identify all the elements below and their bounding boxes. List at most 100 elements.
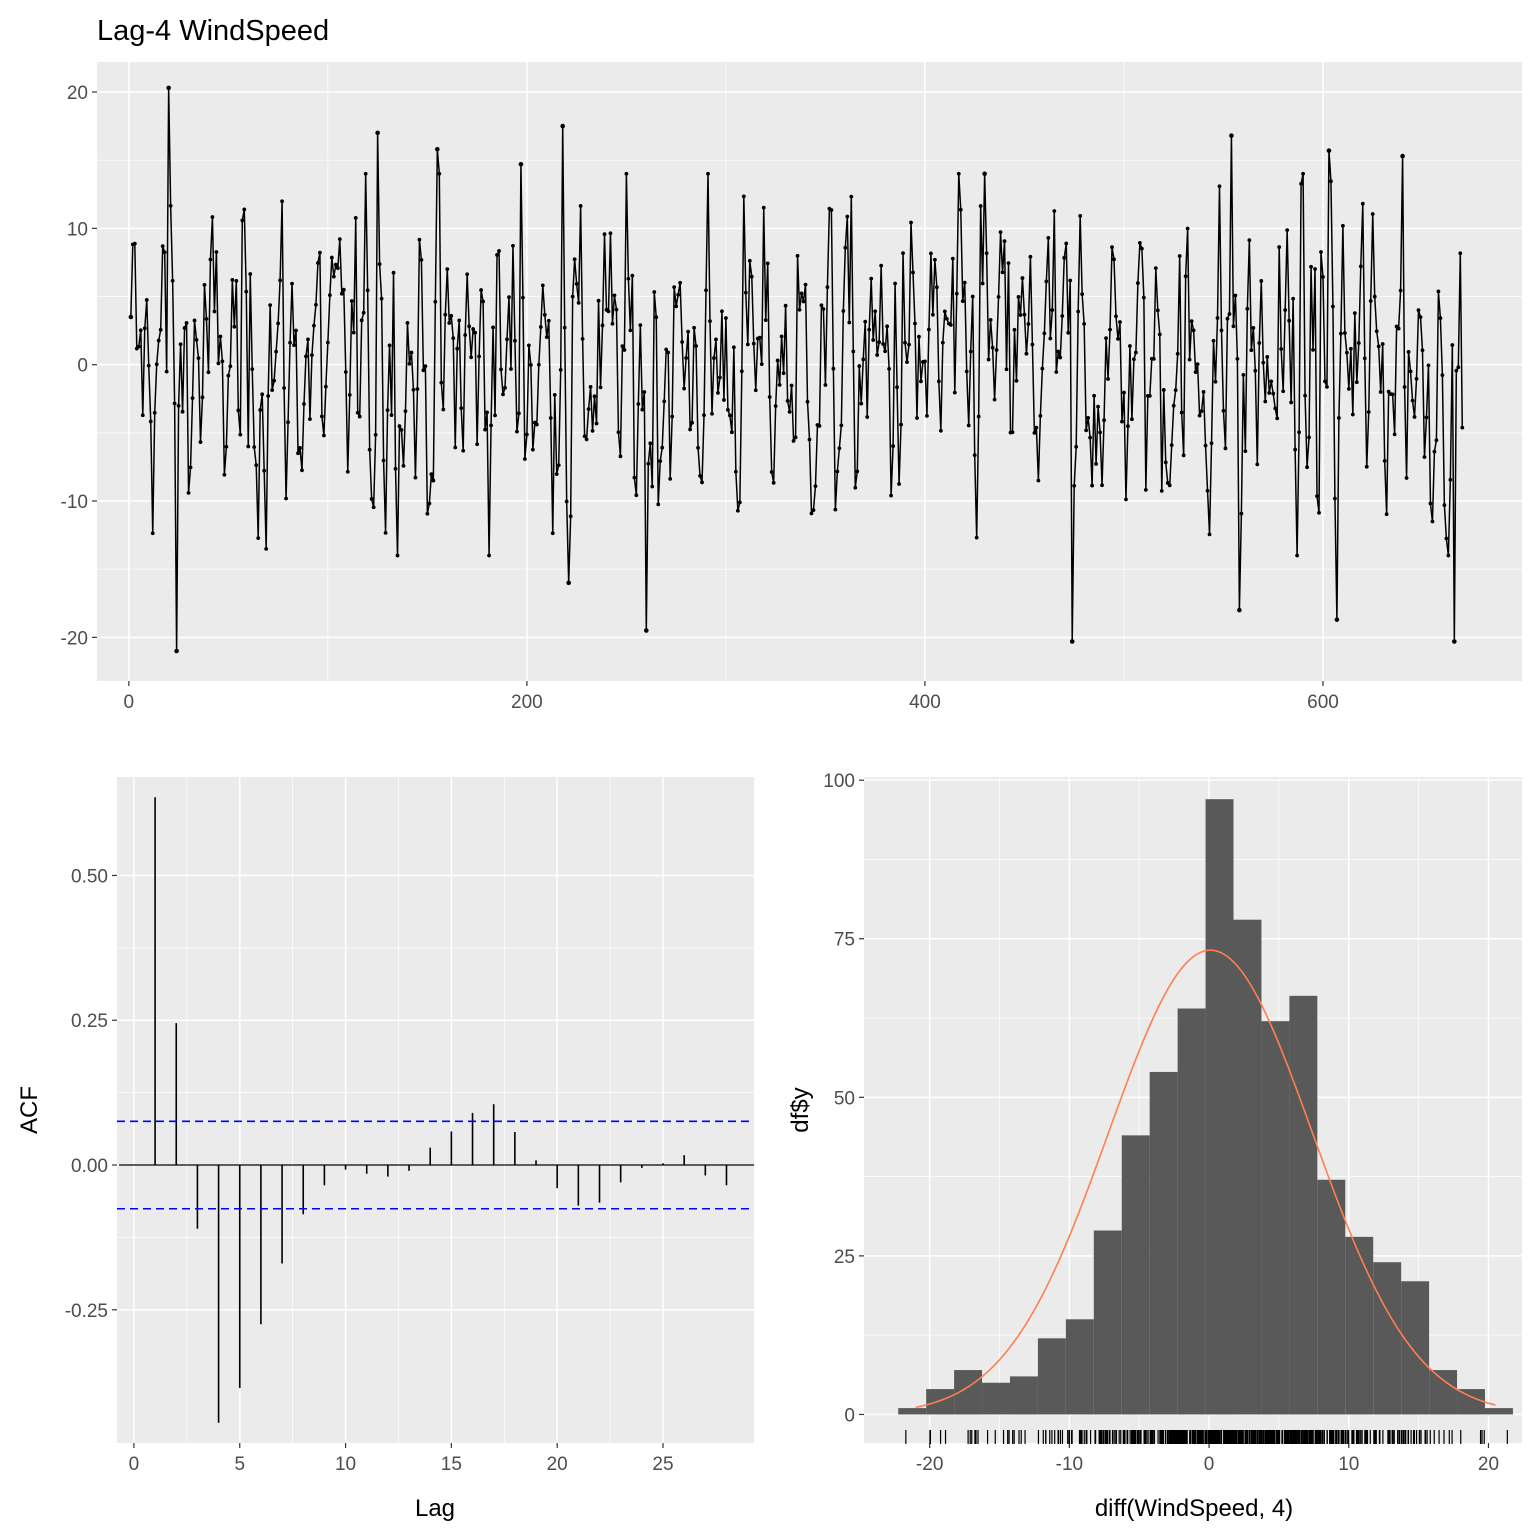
timeseries-point (841, 309, 846, 313)
timeseries-point (1181, 453, 1186, 458)
timeseries-point (1251, 325, 1256, 330)
timeseries-point (530, 447, 535, 452)
timeseries-point (419, 258, 424, 262)
timeseries-point (550, 531, 555, 536)
timeseries-point (1006, 261, 1011, 266)
timeseries-point (387, 343, 392, 348)
acf-chart: -0.25 0.00 0.25 0.50 0 5 10 15 20 25 Lag ACF (16, 777, 754, 1522)
timeseries-point (367, 447, 372, 452)
timeseries-point (1046, 235, 1051, 240)
timeseries-point (455, 346, 460, 351)
timeseries-point (879, 263, 884, 268)
histogram-bar (1149, 1071, 1178, 1415)
timeseries-point (505, 337, 509, 342)
timeseries-point (1068, 278, 1073, 283)
histogram-bar (982, 1382, 1010, 1415)
timeseries-point (1130, 417, 1134, 422)
timeseries-point (650, 484, 655, 489)
timeseries-point (1173, 388, 1178, 393)
histogram-bar (1289, 995, 1318, 1415)
acf-x-tick-label: 5 (234, 1454, 245, 1475)
timeseries-point (851, 349, 856, 354)
timeseries-point (992, 397, 997, 402)
timeseries-y-ticks: -20 -10 0 10 20 (61, 83, 97, 649)
timeseries-point (1358, 264, 1363, 269)
timeseries-point (624, 171, 629, 176)
timeseries-point (353, 215, 358, 220)
timeseries-point (248, 272, 253, 276)
timeseries-point (228, 364, 233, 369)
timeseries-point (871, 338, 876, 342)
timeseries-point (381, 458, 386, 463)
timeseries-point (162, 250, 167, 255)
timeseries-point (1348, 346, 1353, 351)
timeseries-point (556, 463, 561, 467)
timeseries-point (1040, 366, 1045, 371)
timeseries-point (1319, 250, 1323, 254)
timeseries-point (483, 427, 487, 432)
timeseries-point (1231, 324, 1236, 329)
timeseries-point (274, 349, 279, 354)
timeseries-point (813, 484, 818, 488)
timeseries-point (722, 398, 726, 402)
timeseries-point (1235, 356, 1240, 361)
timeseries-point (1245, 306, 1250, 311)
timeseries-point (688, 427, 692, 432)
timeseries-point (1056, 349, 1061, 354)
timeseries-point (743, 290, 748, 295)
timeseries-point (1432, 449, 1437, 454)
timeseries-y-tick-label: 0 (77, 356, 88, 377)
timeseries-point (582, 434, 587, 439)
timeseries-point (409, 350, 414, 355)
timeseries-point (491, 325, 495, 330)
timeseries-point (323, 384, 328, 389)
timeseries-point (1442, 503, 1447, 507)
timeseries-point (493, 413, 497, 418)
timeseries-point (592, 394, 597, 399)
timeseries-point (526, 343, 531, 348)
timeseries-point (304, 354, 308, 359)
timeseries-point (154, 362, 159, 367)
acf-y-tick-label: -0.25 (65, 1301, 108, 1322)
timeseries-anchor-point (1452, 639, 1457, 644)
timeseries-point (1167, 483, 1172, 488)
timeseries-point (1197, 413, 1202, 418)
timeseries-point (325, 340, 330, 345)
timeseries-point (783, 303, 788, 308)
timeseries-point (787, 409, 792, 414)
timeseries-point (1257, 341, 1262, 345)
timeseries-point (628, 328, 633, 333)
timeseries-point (1124, 497, 1128, 502)
histogram-bar (1345, 1236, 1374, 1415)
timeseries-point (1372, 294, 1377, 299)
timeseries-point (226, 373, 231, 378)
timeseries-point (276, 321, 281, 326)
timeseries-point (264, 546, 269, 551)
timeseries-point (1191, 328, 1196, 333)
timeseries-point (962, 280, 967, 285)
timeseries-point (1183, 274, 1188, 279)
timeseries-point (497, 249, 501, 253)
timeseries-point (377, 262, 382, 266)
timeseries-point (855, 469, 860, 474)
timeseries-point (294, 328, 298, 333)
timeseries-point (1259, 279, 1264, 283)
timeseries-point (521, 295, 525, 300)
timeseries-point (1032, 431, 1037, 435)
normal-density-curve (915, 949, 1496, 1409)
timeseries-point (204, 316, 209, 321)
timeseries-point (1297, 430, 1301, 435)
timeseries-point (1458, 251, 1463, 256)
timeseries-point (919, 379, 923, 384)
timeseries-point (1398, 288, 1403, 293)
timeseries-point (517, 411, 521, 416)
timeseries-point (980, 281, 985, 286)
timeseries-point (473, 330, 478, 335)
acf-x-tick-label: 20 (547, 1454, 568, 1475)
timeseries-point (212, 309, 217, 314)
timeseries-point (1376, 344, 1381, 349)
timeseries-point (907, 342, 911, 347)
histogram-bars (898, 799, 1513, 1415)
timeseries-point (1205, 488, 1210, 493)
timeseries-point (1311, 347, 1315, 352)
